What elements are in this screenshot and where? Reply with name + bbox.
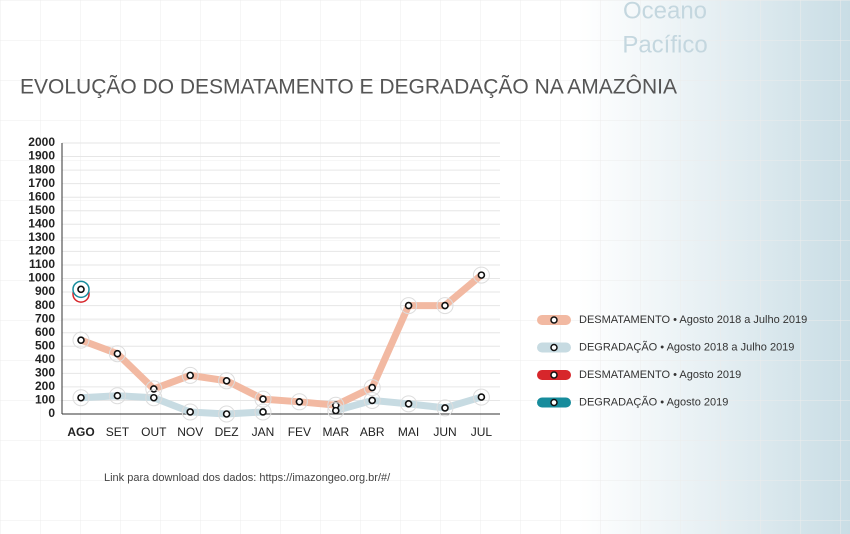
data-point xyxy=(113,391,122,400)
y-tick-label: 800 xyxy=(35,298,55,312)
point-halo xyxy=(145,389,163,407)
x-tick-label: SET xyxy=(106,425,130,439)
y-tick-label: 700 xyxy=(35,311,55,325)
data-point xyxy=(150,393,158,402)
point-halo xyxy=(436,297,454,315)
y-tick-label: 1900 xyxy=(28,149,55,163)
data-point xyxy=(477,393,486,401)
y-tick-label: 1400 xyxy=(28,216,55,230)
legend-dot xyxy=(550,371,558,379)
map-label: Pacífico xyxy=(622,31,707,58)
footer: Link para download dos dados: https://im… xyxy=(104,472,391,484)
x-tick-label: JAN xyxy=(252,425,275,439)
data-point xyxy=(331,406,340,415)
point-halo xyxy=(108,387,126,405)
y-tick-label: 600 xyxy=(35,325,55,339)
x-tick-label: AGO xyxy=(67,425,94,439)
point-halo xyxy=(472,388,490,406)
data-point xyxy=(222,410,231,418)
data-point xyxy=(441,301,449,310)
point-halo xyxy=(218,372,236,390)
data-point xyxy=(186,408,194,416)
x-tick-label: MAR xyxy=(322,425,349,439)
legend-dot xyxy=(550,398,558,407)
y-tick-label: 2000 xyxy=(28,135,55,149)
point-halo xyxy=(254,403,272,421)
data-point xyxy=(368,396,377,405)
point-halo xyxy=(254,390,272,408)
point-halo xyxy=(400,395,418,413)
data-point xyxy=(477,271,486,279)
data-point xyxy=(150,385,158,393)
y-tick-label: 1800 xyxy=(28,162,55,176)
x-tick-label: JUN xyxy=(433,425,456,439)
data-point xyxy=(441,404,449,412)
y-tick-label: 400 xyxy=(35,352,55,366)
legend-label: DEGRADAÇÃO • Agosto 2019 xyxy=(579,395,728,408)
x-tick-label: ABR xyxy=(360,425,385,439)
data-point xyxy=(77,393,85,402)
data-point xyxy=(77,285,85,294)
point-halo xyxy=(436,399,454,417)
y-tick-label: 300 xyxy=(35,366,55,380)
point-halo xyxy=(400,297,418,315)
y-tick-label: 1200 xyxy=(28,244,55,258)
data-point xyxy=(77,336,85,344)
x-tick-label: MAI xyxy=(398,425,419,439)
point-halo xyxy=(363,391,381,409)
x-tick-label: DEZ xyxy=(215,425,239,439)
legend-label: DEGRADAÇÃO • Agosto 2018 a Julho 2019 xyxy=(579,340,794,353)
data-point xyxy=(259,395,267,403)
chart-title: EVOLUÇÃO DO DESMATAMENTO E DEGRADAÇÃO NA… xyxy=(20,75,677,99)
data-point xyxy=(113,349,122,358)
point-halo xyxy=(108,345,126,363)
data-point xyxy=(295,398,304,406)
data-point xyxy=(368,383,377,392)
x-tick-label: OUT xyxy=(141,425,167,439)
data-point xyxy=(222,377,231,385)
point-halo xyxy=(290,393,308,411)
y-tick-label: 200 xyxy=(35,379,55,393)
point-halo xyxy=(181,403,199,421)
point-halo xyxy=(72,331,90,349)
data-point xyxy=(186,371,194,380)
data-point xyxy=(404,301,413,310)
legend-label: DESMATAMENTO • Agosto 2019 xyxy=(579,369,741,381)
y-tick-label: 1300 xyxy=(28,230,55,244)
legend-dot xyxy=(550,343,558,352)
y-tick-label: 100 xyxy=(35,393,55,407)
legend-label: DESMATAMENTO • Agosto 2018 a Julho 2019 xyxy=(579,314,807,326)
legend-dot xyxy=(550,316,558,324)
point-halo xyxy=(218,405,236,423)
y-tick-label: 1100 xyxy=(29,257,55,271)
point-halo xyxy=(363,379,381,397)
y-tick-label: 0 xyxy=(48,406,55,420)
y-tick-label: 1000 xyxy=(28,271,55,285)
y-tick-label: 900 xyxy=(35,284,55,298)
point-halo xyxy=(472,266,490,284)
y-tick-label: 1500 xyxy=(28,203,55,217)
x-tick-label: JUL xyxy=(471,425,493,439)
x-tick-label: FEV xyxy=(288,425,311,439)
point-halo xyxy=(327,402,345,420)
point-halo xyxy=(181,366,199,384)
y-tick-label: 1600 xyxy=(28,189,55,203)
map-label: Oceano xyxy=(623,0,707,24)
y-tick-label: 500 xyxy=(35,338,55,352)
y-tick-label: 1700 xyxy=(28,176,55,190)
data-point xyxy=(259,408,267,416)
x-tick-label: NOV xyxy=(177,425,203,439)
data-point xyxy=(404,400,413,408)
point-halo xyxy=(72,389,90,407)
